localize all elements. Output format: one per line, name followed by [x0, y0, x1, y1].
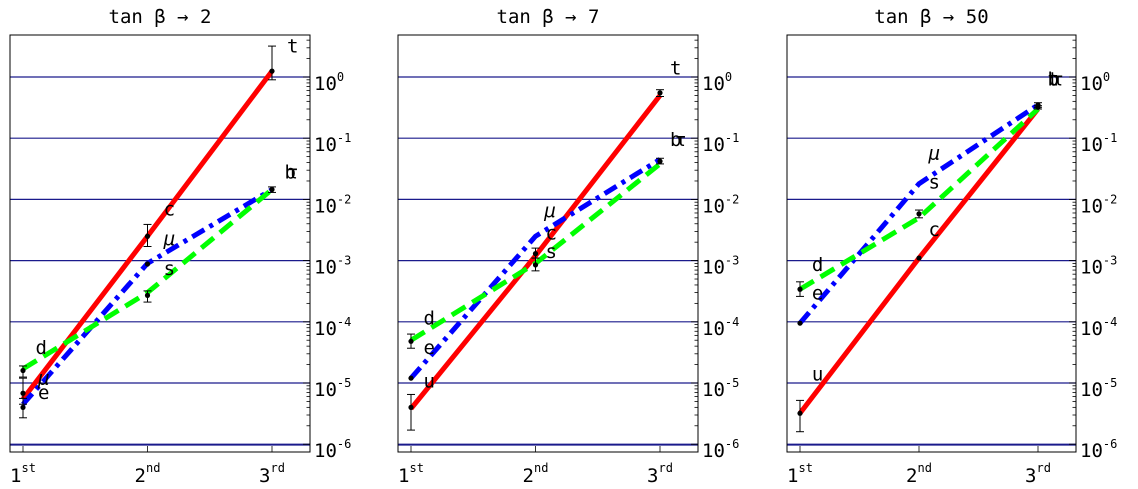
chart-title: tan β → 50	[874, 6, 988, 28]
particle-label: τ	[675, 129, 686, 151]
y-tick-label: 10-4	[314, 315, 351, 340]
data-point	[408, 338, 414, 344]
y-tick-label: 10-5	[314, 376, 351, 401]
particle-label: e	[423, 337, 434, 359]
y-tick-label: 100	[702, 70, 732, 95]
data-point	[797, 320, 803, 326]
series-line	[798, 102, 1040, 325]
chart-title: tan β → 7	[497, 6, 600, 28]
data-point	[408, 375, 414, 381]
x-tick-label: 1st	[787, 461, 813, 487]
plot-frame	[397, 34, 699, 453]
data-point	[797, 286, 803, 292]
series-line	[409, 157, 662, 380]
data-point	[144, 261, 151, 267]
chart-panel-1: tan β → 2dμecμstbτ10010-110-210-310-410-…	[9, 6, 351, 487]
y-tick-label: 10-2	[702, 192, 739, 217]
chart-panel-3: tan β → 50 de u μs c btτ 100 10-1 10-2 10-3 10-4 10…	[786, 6, 1117, 487]
particle-label: e	[812, 283, 823, 305]
y-tick-label: 10-4	[702, 315, 739, 340]
y-tick-label: 10-3	[314, 254, 351, 279]
y-tick-label: 10-3	[1080, 254, 1117, 279]
y-tick-label: 10-5	[702, 376, 739, 401]
chart-panel-2: tan β → 7 deu μcs t bτ 100 10-1 10-2 10-3 10-4 10-…	[397, 6, 739, 487]
data-point	[408, 404, 414, 410]
chart-title: tan β → 2	[109, 6, 212, 28]
data-point	[916, 255, 922, 261]
particle-label: μ	[928, 142, 940, 164]
particle-label: d	[35, 337, 46, 359]
data-point	[20, 404, 26, 410]
particle-label: d	[423, 308, 434, 330]
particle-label: t	[1048, 69, 1059, 91]
y-tick-label: 10-4	[1080, 315, 1117, 340]
data-point	[20, 367, 26, 374]
x-tick-label: 1st	[398, 461, 424, 487]
particle-label: d	[812, 254, 823, 276]
data-point	[916, 211, 922, 217]
x-tick-label: 1st	[10, 461, 36, 487]
particle-label: u	[423, 370, 434, 392]
particle-label: μ	[543, 200, 555, 222]
particle-label: s	[164, 258, 175, 280]
y-tick-label: 10-6	[702, 437, 739, 462]
particle-label: τ	[287, 161, 298, 183]
data-point	[144, 292, 151, 299]
x-tick-label: 2nd	[523, 461, 549, 487]
data-point	[144, 233, 151, 239]
series-line	[798, 107, 1040, 292]
particle-label: u	[812, 363, 823, 385]
data-point	[657, 158, 663, 164]
x-tick-label: 3rd	[1025, 461, 1051, 487]
y-tick-label: 100	[1080, 70, 1110, 95]
particle-label: t	[670, 57, 681, 79]
x-tick-label: 3rd	[647, 461, 673, 487]
particle-label: s	[929, 172, 940, 194]
data-point	[532, 251, 539, 257]
data-point	[269, 186, 275, 193]
y-tick-label: 10-2	[314, 192, 351, 217]
series-line	[21, 187, 274, 372]
data-point	[532, 262, 539, 268]
y-tick-label: 10-1	[1080, 131, 1117, 156]
particle-label: τ	[1052, 69, 1063, 91]
data-point	[20, 390, 26, 396]
particle-label: b	[284, 161, 295, 183]
data-point	[657, 90, 663, 96]
particle-label: s	[545, 241, 556, 263]
y-tick-label: 10-1	[314, 131, 351, 156]
particle-label: e	[38, 382, 49, 404]
particle-label: c	[545, 223, 556, 245]
y-tick-label: 10-1	[702, 131, 739, 156]
y-tick-label: 10-6	[314, 437, 351, 462]
y-tick-label: 100	[314, 70, 344, 95]
particle-label: μ	[163, 228, 175, 250]
particle-label: μ	[37, 367, 49, 389]
plot-frame	[9, 34, 311, 453]
y-tick-label: 10-3	[702, 254, 739, 279]
particle-label: b	[670, 129, 681, 151]
particle-label: b	[1048, 69, 1059, 91]
particle-label: c	[164, 198, 175, 220]
y-tick-label: 10-6	[1080, 437, 1117, 462]
particle-label: t	[287, 36, 298, 58]
y-tick-label: 10-5	[1080, 376, 1117, 401]
x-tick-label: 2nd	[906, 461, 932, 487]
data-point	[1035, 104, 1041, 110]
data-point	[269, 68, 275, 74]
y-tick-label: 10-2	[1080, 192, 1117, 217]
particle-label: c	[929, 219, 940, 241]
x-tick-label: 3rd	[259, 461, 285, 487]
plot-frame	[786, 34, 1077, 453]
data-point	[797, 410, 803, 416]
x-tick-label: 2nd	[135, 461, 161, 487]
